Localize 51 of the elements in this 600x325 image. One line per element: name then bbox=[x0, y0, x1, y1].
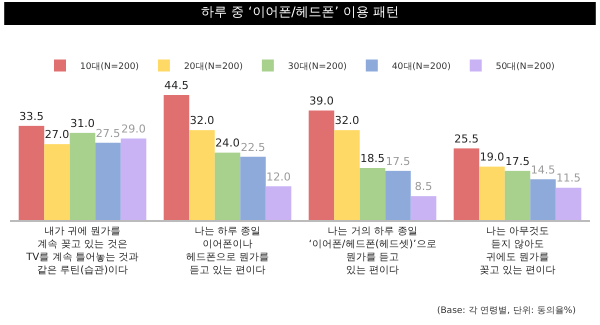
bar bbox=[214, 152, 240, 220]
legend-label: 30대(N=200) bbox=[288, 62, 347, 72]
x-tick-label: 내가 귀에 뭔가를 계속 꽂고 있는 것은 TV를 계속 틀어놓는 것과 같은 루틴(습관)이다 bbox=[25, 226, 139, 276]
bar bbox=[334, 130, 360, 220]
bar bbox=[454, 148, 480, 220]
x-tick-label: 나는 아무것도 듣지 않아도 귀에도 뭔가를 꽂고 있는 편이다 bbox=[479, 226, 556, 276]
bar bbox=[504, 170, 530, 220]
data-label: 44.5 bbox=[164, 79, 189, 92]
bar bbox=[18, 126, 44, 220]
data-label: 17.5 bbox=[505, 154, 530, 168]
bar bbox=[360, 168, 386, 220]
legend-label: 10대(N=200) bbox=[80, 62, 139, 72]
legend-label: 40대(N=200) bbox=[392, 62, 451, 72]
data-label: 32.0 bbox=[190, 114, 214, 128]
chart-title: 하루 중 ‘이어폰/헤드폰’ 이용 패턴 bbox=[200, 4, 400, 20]
bar bbox=[308, 110, 334, 220]
data-label: 22.5 bbox=[240, 140, 266, 154]
bar bbox=[266, 186, 292, 220]
data-label: 29.0 bbox=[121, 122, 146, 136]
data-label: 39.0 bbox=[309, 94, 334, 108]
legend-label: 50대(N=200) bbox=[496, 62, 555, 72]
data-label: 27.5 bbox=[96, 126, 120, 140]
bar bbox=[410, 196, 436, 220]
data-label: 11.5 bbox=[556, 172, 581, 185]
data-label: 24.0 bbox=[215, 136, 240, 150]
data-label: 31.0 bbox=[70, 116, 95, 130]
bar bbox=[240, 156, 266, 220]
data-label: 18.5 bbox=[360, 152, 385, 166]
bar bbox=[556, 188, 582, 220]
text: (Base: 각 연령별, 단위: 동의율%) bbox=[437, 306, 576, 316]
data-label: 27.0 bbox=[44, 128, 70, 142]
bar bbox=[385, 170, 411, 220]
data-label: 14.5 bbox=[530, 163, 556, 176]
bar bbox=[44, 144, 70, 220]
data-label: 25.5 bbox=[454, 132, 479, 146]
bar bbox=[479, 166, 505, 220]
data-label: 19.0 bbox=[480, 150, 504, 164]
data-label: 17.5 bbox=[386, 154, 410, 168]
data-label: 33.5 bbox=[19, 110, 44, 123]
data-label: 12.0 bbox=[266, 170, 291, 184]
bar bbox=[530, 179, 556, 220]
bar bbox=[164, 95, 190, 220]
data-label: 32.0 bbox=[334, 114, 360, 128]
bar bbox=[120, 138, 146, 220]
bar bbox=[70, 132, 96, 220]
x-tick-label: 나는 거의 하루 종일 ‘이어폰/헤드폰(헤드셋)’으로 뭔가를 듣고 있는 편이다 bbox=[308, 226, 436, 276]
x-tick-label: 나는 하루 종일 이어폰이나 헤드폰으로 뭔가를 듣고 있는 편이다 bbox=[186, 226, 270, 276]
bar bbox=[189, 130, 215, 220]
data-label: 8.5 bbox=[414, 180, 432, 194]
bar bbox=[95, 142, 121, 220]
legend-label: 20대(N=200) bbox=[184, 62, 243, 72]
